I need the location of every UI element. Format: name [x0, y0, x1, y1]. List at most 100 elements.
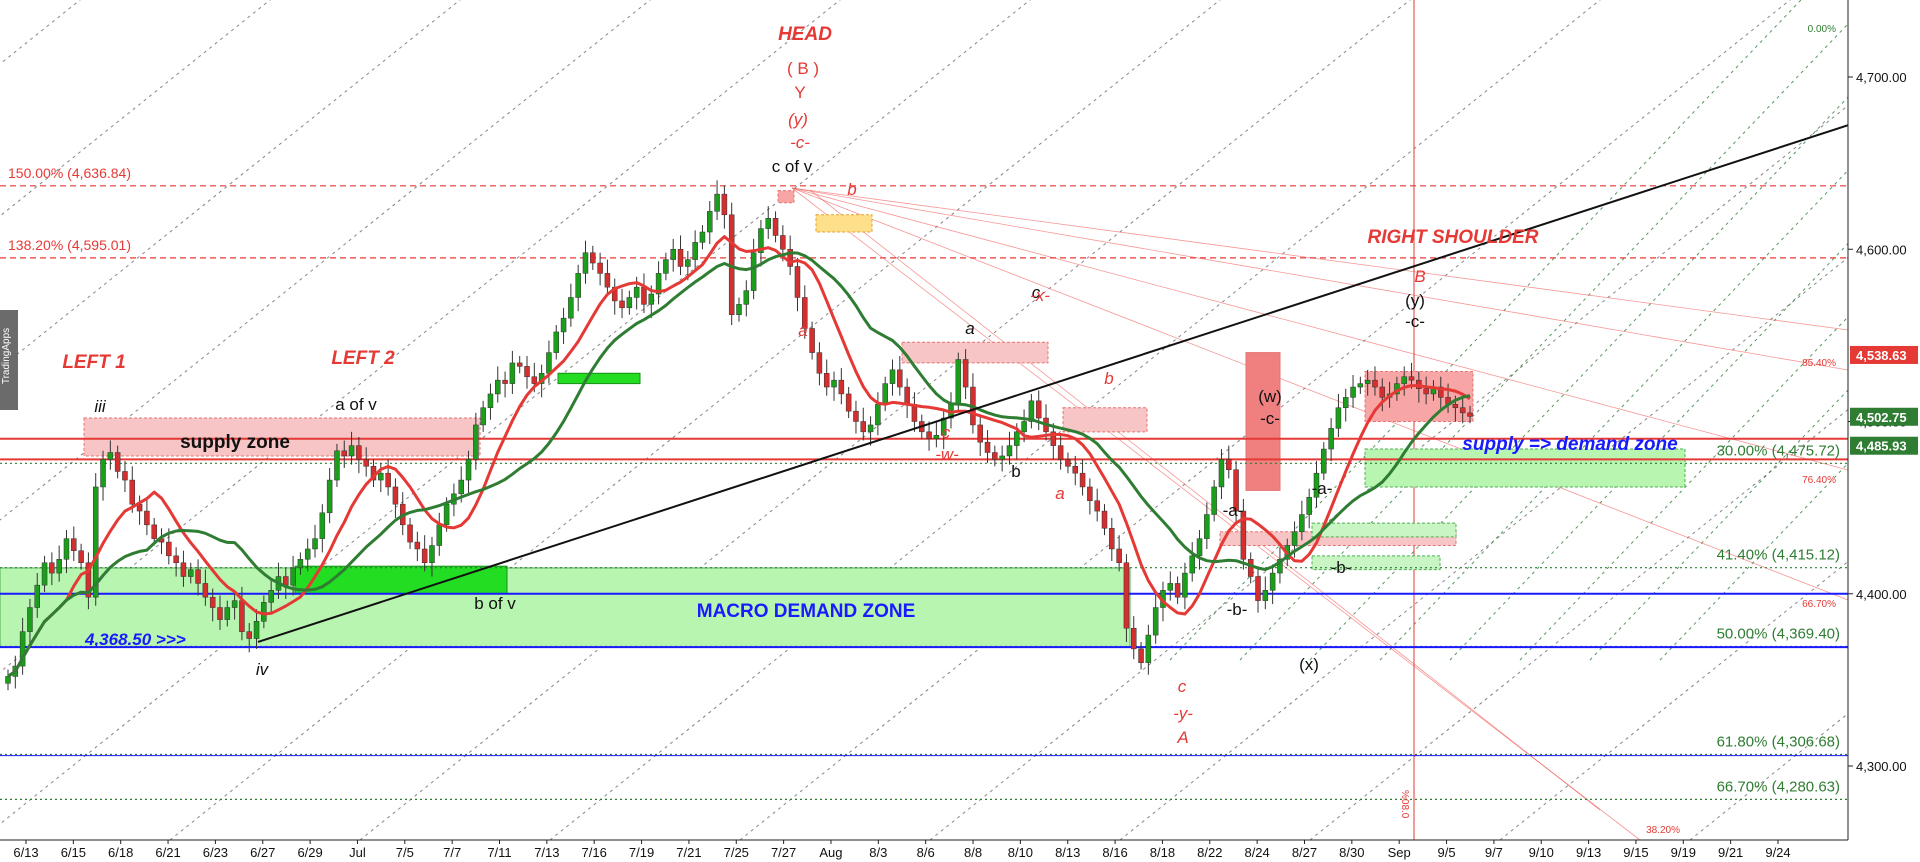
- candle-body: [758, 228, 764, 253]
- candle-body: [341, 450, 348, 457]
- candle-body: [582, 252, 589, 274]
- candle-body: [297, 559, 304, 569]
- supply-demand-zone-box: [1364, 448, 1686, 488]
- wave-label: iv: [256, 660, 270, 679]
- candle-body: [721, 193, 728, 216]
- fan-percent-label: 0.00%: [1808, 24, 1836, 35]
- wave-label: -c-: [790, 133, 810, 152]
- wave-label: c: [942, 423, 951, 442]
- candle-body: [78, 550, 84, 563]
- wave-label: ( B ): [787, 59, 819, 78]
- candle-body: [860, 421, 867, 433]
- candle-body: [1087, 486, 1093, 501]
- candle-body: [1269, 572, 1276, 591]
- candle-body: [1262, 590, 1269, 601]
- candle-body: [1006, 445, 1013, 457]
- candle-body: [663, 259, 669, 274]
- green-channel-line: [1169, 0, 1802, 661]
- candle-body: [1357, 383, 1364, 388]
- candle-body: [736, 304, 742, 315]
- time-tick-label: 6/27: [250, 845, 275, 860]
- candle-body: [1189, 555, 1195, 574]
- time-tick-label: 7/11: [487, 845, 511, 860]
- head-box: [815, 214, 873, 233]
- time-tick-label: 8/13: [1055, 845, 1080, 860]
- candle-body: [875, 404, 881, 426]
- candle-body: [853, 410, 859, 422]
- wave-label: -b-: [1227, 600, 1248, 619]
- time-tick-label: 6/23: [203, 845, 228, 860]
- wave-label: c: [1178, 677, 1187, 696]
- candle-body: [56, 559, 62, 574]
- wave-label: -a-: [1312, 479, 1333, 498]
- candle-body: [1233, 469, 1239, 512]
- candle-body: [714, 193, 720, 212]
- time-tick-label: 9/19: [1671, 845, 1696, 860]
- candle-body: [1459, 407, 1466, 414]
- candle-body: [261, 602, 267, 622]
- fan-percent-label: %08.0: [1399, 790, 1410, 819]
- candle-body: [802, 297, 808, 329]
- time-tick-label: 8/22: [1197, 845, 1222, 860]
- watermark-text: TradingApps: [1, 327, 12, 385]
- wave-label: A: [1176, 728, 1188, 747]
- candle-body: [992, 452, 998, 460]
- wave-label: iii: [94, 397, 107, 416]
- candle-body: [1130, 627, 1137, 650]
- candle-body: [619, 300, 625, 309]
- wave-label: -x-: [1030, 286, 1050, 305]
- candle-body: [122, 471, 128, 481]
- time-tick-label: 6/21: [155, 845, 180, 860]
- candle-body: [107, 452, 114, 460]
- candle-body: [1211, 486, 1217, 515]
- left2-label: LEFT 2: [331, 348, 395, 369]
- wave-label: a of v: [335, 395, 377, 414]
- candle-body: [897, 369, 903, 388]
- candle-body: [1408, 376, 1415, 381]
- candle-body: [838, 379, 845, 395]
- candle-body: [1401, 376, 1407, 384]
- candle-body: [1152, 607, 1159, 636]
- candle-body: [1050, 431, 1057, 446]
- candle-body: [1079, 472, 1086, 488]
- candle-body: [473, 424, 479, 460]
- fan-percent-label: 85.40%: [1802, 358, 1836, 369]
- candle-body: [1101, 510, 1108, 529]
- time-tick-label: 7/19: [629, 845, 654, 860]
- wave-label: (x): [1299, 655, 1319, 674]
- wave-label: b: [1104, 369, 1113, 388]
- candle-body: [304, 548, 311, 560]
- price-tick-label: 4,300.00: [1856, 759, 1907, 774]
- candle-body: [940, 417, 947, 436]
- time-tick-label: 6/13: [13, 845, 38, 860]
- candle-body: [1021, 421, 1027, 433]
- candle-body: [202, 583, 209, 598]
- supply-zone-label: supply zone: [180, 432, 290, 453]
- candle-body: [290, 567, 296, 586]
- black-trendline: [257, 124, 1849, 643]
- candle-body: [41, 562, 48, 586]
- candle-body: [1204, 514, 1210, 539]
- wave-label: -w-: [935, 445, 959, 464]
- time-tick-label: 9/15: [1623, 845, 1648, 860]
- candle-body: [926, 431, 932, 439]
- time-tick-label: Sep: [1388, 845, 1411, 860]
- candle-body: [999, 455, 1005, 460]
- candle-body: [114, 452, 121, 472]
- candle-body: [904, 386, 910, 405]
- candle-body: [1145, 634, 1152, 663]
- candle-body: [443, 503, 450, 526]
- candle-body: [831, 379, 837, 388]
- candle-body: [195, 569, 201, 584]
- right-shoulder-label: RIGHT SHOULDER: [1368, 227, 1539, 248]
- time-tick-label: 8/27: [1292, 845, 1317, 860]
- time-tick-label: 7/21: [676, 845, 701, 860]
- wave-label: -y-: [1173, 704, 1193, 723]
- candle-body: [151, 524, 157, 539]
- candle-body: [889, 369, 896, 384]
- candle-body: [867, 424, 874, 433]
- time-tick-label: 7/13: [534, 845, 559, 860]
- candle-body: [407, 524, 413, 543]
- candle-body: [71, 538, 77, 551]
